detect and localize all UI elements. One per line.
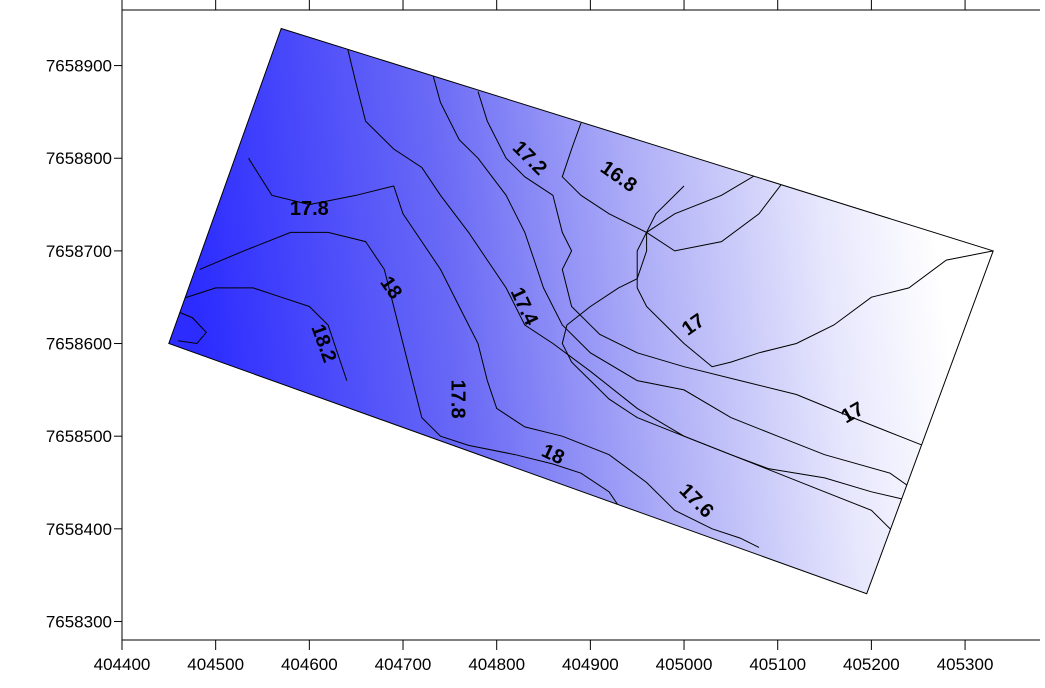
y-tick-label: 7658900 [46, 57, 112, 76]
contour-line-18 [199, 231, 629, 520]
y-tick-label: 7658700 [46, 242, 112, 261]
contour-lines [176, 45, 994, 548]
contour-label: 17.8 [446, 380, 468, 419]
contour-field [168, 28, 994, 594]
x-tick-label: 404600 [281, 655, 338, 674]
y-tick-label: 7658400 [46, 520, 112, 539]
y-tick-label: 7658800 [46, 149, 112, 168]
contour-line-17-8 [248, 157, 760, 548]
contour-line-17 [561, 167, 911, 502]
axes: 404400 404500 404600 404700 404800 404900 4050… [46, 0, 1040, 674]
plot-area [168, 27, 994, 595]
contour-line-17-4 [430, 68, 930, 502]
y-tick-label: 7658300 [46, 612, 112, 631]
x-tick-label: 405200 [843, 655, 900, 674]
field-outline [168, 27, 994, 595]
y-tick-label: 7658500 [46, 427, 112, 446]
x-tick-label: 405000 [656, 655, 713, 674]
contour-line-17-2 [477, 91, 947, 456]
x-tick-label: 405300 [937, 655, 994, 674]
x-tick-label: 404400 [94, 655, 151, 674]
y-tick-label: 7658600 [46, 335, 112, 354]
x-tick-label: 404900 [562, 655, 619, 674]
contour-line-18-2 [180, 287, 348, 381]
contour-label: 17.8 [290, 198, 329, 220]
x-tick-label: 404800 [468, 655, 525, 674]
contour-line-18-2 [176, 310, 207, 345]
contour-line-17-6 [346, 45, 910, 548]
contour-line-16-8 [561, 122, 807, 252]
contour-line-17 [636, 185, 994, 368]
x-tick-label: 404500 [187, 655, 244, 674]
x-tick-label: 405100 [749, 655, 806, 674]
x-tick-label: 404700 [375, 655, 432, 674]
